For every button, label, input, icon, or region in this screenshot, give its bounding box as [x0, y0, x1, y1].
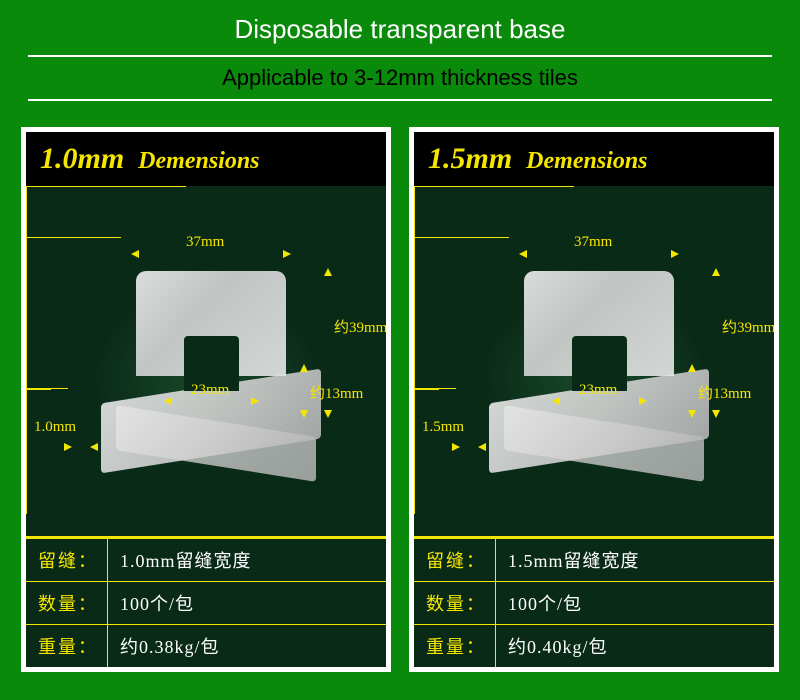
dim-thickness-line — [26, 444, 27, 479]
spec-label-gap: 留缝： — [414, 539, 496, 581]
product-panel-1: 1.0mm Demensions 37mm 23mm — [21, 127, 391, 672]
page-subtitle: Applicable to 3-12mm thickness tiles — [28, 65, 772, 91]
arrow-icon — [452, 443, 460, 451]
dim-top-right-tick — [26, 212, 27, 237]
panel-size-label: 1.0mm — [40, 142, 124, 176]
dim-thickness-line2 — [414, 479, 415, 514]
dim-thickness-line — [414, 444, 415, 479]
arrow-icon — [688, 364, 696, 372]
panel-dimensions-label: Demensions — [526, 148, 647, 175]
dim-full-height-line — [414, 238, 415, 388]
dim-top-left-tick — [26, 187, 27, 212]
arrow-icon — [164, 397, 172, 405]
dim-top-width-line — [26, 186, 186, 187]
arrow-icon — [324, 410, 332, 418]
product-diagram: 37mm 23mm 约39mm 约13mm 1.0mm — [26, 186, 386, 536]
dim-top-left-tick — [414, 187, 415, 212]
spec-value-qty: 100个/包 — [496, 582, 774, 624]
panel-dimensions-label: Demensions — [138, 148, 259, 175]
product-diagram: 37mm 23mm 约39mm 约13mm 1.5mm — [414, 186, 774, 536]
spec-value-gap: 1.5mm留缝宽度 — [496, 539, 774, 581]
arrow-icon — [300, 364, 308, 372]
dim-full-height-line — [26, 238, 27, 388]
dim-top-width-line — [414, 186, 574, 187]
spec-table: 留缝： 1.5mm留缝宽度 数量： 100个/包 重量： 约0.40kg/包 — [414, 536, 774, 667]
spec-row: 重量： 约0.40kg/包 — [414, 625, 774, 667]
spec-value-gap: 1.0mm留缝宽度 — [108, 539, 386, 581]
spec-label-weight: 重量： — [414, 625, 496, 667]
product-panel-2: 1.5mm Demensions 37mm 23mm 约39mm — [409, 127, 779, 672]
dim-lower-height: 约13mm — [698, 382, 751, 403]
dim-full-height: 约39mm — [722, 316, 775, 337]
dim-lower-height: 约13mm — [310, 382, 363, 403]
page-title: Disposable transparent base — [0, 14, 800, 45]
panels-row: 1.0mm Demensions 37mm 23mm — [0, 111, 800, 672]
arrow-icon — [90, 443, 98, 451]
dim-top-width: 37mm — [186, 234, 224, 251]
spec-value-qty: 100个/包 — [108, 582, 386, 624]
dim-thickness: 1.0mm — [34, 419, 76, 436]
dim-tick — [26, 389, 51, 390]
arrow-icon — [251, 397, 259, 405]
spec-row: 重量： 约0.38kg/包 — [26, 625, 386, 667]
spec-value-weight: 约0.38kg/包 — [108, 625, 386, 667]
arrow-icon — [478, 443, 486, 451]
spec-label-gap: 留缝： — [26, 539, 108, 581]
arrow-icon — [283, 250, 291, 258]
spec-row: 留缝： 1.5mm留缝宽度 — [414, 539, 774, 582]
spec-label-weight: 重量： — [26, 625, 108, 667]
spec-label-qty: 数量： — [26, 582, 108, 624]
spec-value-weight: 约0.40kg/包 — [496, 625, 774, 667]
arrow-icon — [712, 410, 720, 418]
arrow-icon — [131, 250, 139, 258]
arrow-icon — [324, 268, 332, 276]
spec-row: 数量： 100个/包 — [414, 582, 774, 625]
arrow-icon — [712, 268, 720, 276]
dim-lower-height-line — [26, 390, 27, 444]
header: Disposable transparent base Applicable t… — [0, 0, 800, 111]
arrow-icon — [519, 250, 527, 258]
spec-table: 留缝： 1.0mm留缝宽度 数量： 100个/包 重量： 约0.38kg/包 — [26, 536, 386, 667]
arrow-icon — [639, 397, 647, 405]
spec-label-qty: 数量： — [414, 582, 496, 624]
dim-inner-width-line — [26, 237, 121, 238]
dim-full-height: 约39mm — [334, 316, 387, 337]
arrow-icon — [300, 410, 308, 418]
dim-top-width: 37mm — [574, 234, 612, 251]
dim-lower-height-line — [414, 390, 415, 444]
panel-header: 1.5mm Demensions — [414, 132, 774, 186]
dim-inner-width: 23mm — [579, 382, 617, 399]
spec-row: 留缝： 1.0mm留缝宽度 — [26, 539, 386, 582]
subtitle-container: Applicable to 3-12mm thickness tiles — [28, 55, 772, 101]
arrow-icon — [671, 250, 679, 258]
arrow-icon — [688, 410, 696, 418]
arrow-icon — [552, 397, 560, 405]
panel-header: 1.0mm Demensions — [26, 132, 386, 186]
spec-row: 数量： 100个/包 — [26, 582, 386, 625]
arrow-icon — [64, 443, 72, 451]
dim-inner-width-line — [414, 237, 509, 238]
dim-thickness-line2 — [26, 479, 27, 514]
dim-tick — [414, 389, 439, 390]
dim-top-right-tick — [414, 212, 415, 237]
dim-thickness: 1.5mm — [422, 419, 464, 436]
dim-inner-width: 23mm — [191, 382, 229, 399]
panel-size-label: 1.5mm — [428, 142, 512, 176]
